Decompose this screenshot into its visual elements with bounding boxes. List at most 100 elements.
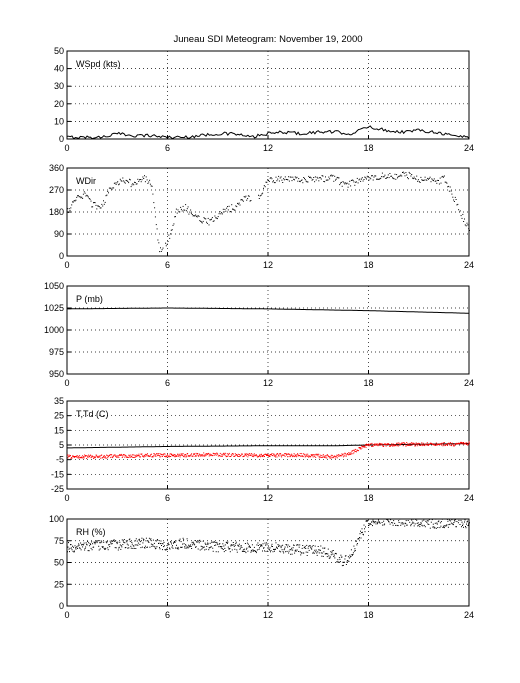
series-point <box>159 456 161 458</box>
series-point <box>177 209 179 211</box>
series-point <box>192 544 194 546</box>
series-point <box>237 456 239 457</box>
series-point <box>224 453 226 455</box>
series-point <box>283 552 285 554</box>
series-point <box>248 546 250 548</box>
series-point <box>215 544 217 546</box>
series-point <box>263 187 264 189</box>
series-point <box>259 547 260 549</box>
series-point <box>404 525 406 527</box>
series-point <box>204 454 206 456</box>
series-point <box>307 551 309 553</box>
series-point <box>393 444 395 446</box>
series-point <box>101 203 103 205</box>
series-point <box>428 524 430 525</box>
series-point <box>420 522 422 524</box>
series-point <box>126 543 128 545</box>
series-point <box>401 523 403 525</box>
series-point <box>421 445 423 447</box>
series-point <box>343 453 345 455</box>
series-point <box>113 187 115 189</box>
y-tick-label: 0 <box>59 134 64 144</box>
series-point <box>340 554 342 556</box>
series-point <box>207 543 209 545</box>
series-point <box>251 455 253 457</box>
series-point <box>284 546 286 548</box>
series-point <box>366 178 367 180</box>
series-point <box>105 457 107 459</box>
series-point <box>344 558 346 560</box>
series-point <box>239 455 241 457</box>
x-tick-label: 18 <box>363 260 373 270</box>
series-point <box>228 453 230 455</box>
series-point <box>200 455 202 457</box>
series-point <box>431 443 433 445</box>
series-point <box>241 199 243 201</box>
series-point <box>291 180 293 182</box>
series-point <box>217 551 219 553</box>
x-tick-label: 18 <box>363 610 373 620</box>
series-point <box>173 223 175 225</box>
series-point <box>320 552 322 554</box>
series-point <box>333 556 335 557</box>
series-point <box>245 195 247 197</box>
series-point <box>370 178 372 180</box>
series-point <box>202 455 204 457</box>
series-point <box>359 533 361 535</box>
series-point <box>131 541 133 543</box>
series-point <box>421 524 423 526</box>
series-point <box>113 539 115 541</box>
series-point <box>134 544 136 546</box>
series-point <box>209 547 211 549</box>
series-point <box>411 444 413 446</box>
series-point <box>460 518 461 520</box>
y-tick-label: 180 <box>49 207 64 217</box>
series-point <box>245 455 247 457</box>
series-point <box>83 542 85 544</box>
series-point <box>366 445 368 446</box>
series-point <box>239 204 241 206</box>
series-point <box>194 540 196 541</box>
series-point <box>86 455 88 457</box>
series-point <box>115 540 117 542</box>
series-point <box>209 453 211 455</box>
series-point <box>309 545 311 547</box>
series-point <box>75 547 76 549</box>
series-point <box>276 180 278 182</box>
series-point <box>339 455 341 457</box>
series-point <box>426 179 428 181</box>
series-point <box>68 548 70 550</box>
series-point <box>442 175 444 177</box>
series-point <box>174 541 176 543</box>
series-point <box>410 175 412 177</box>
series-point <box>202 540 204 542</box>
series-point <box>122 455 124 457</box>
series-point <box>93 458 95 459</box>
series-point <box>297 453 299 455</box>
series-point <box>379 521 381 523</box>
series-point <box>206 222 208 224</box>
series-point <box>140 540 142 542</box>
series-point <box>144 181 146 183</box>
series-point <box>461 442 463 443</box>
series-point <box>98 549 100 551</box>
series-point <box>85 546 87 548</box>
series-point <box>257 542 259 544</box>
series-point <box>74 200 76 202</box>
series-point <box>262 192 264 194</box>
x-tick-label: 12 <box>263 493 273 503</box>
series-point <box>358 179 360 181</box>
series-point <box>399 443 401 445</box>
series-point <box>160 540 162 542</box>
series-point <box>319 177 321 179</box>
series-point <box>355 181 357 183</box>
series-point <box>84 548 86 549</box>
series-point <box>217 544 219 546</box>
series-point <box>276 453 277 455</box>
series-point <box>218 213 220 215</box>
series-point <box>77 195 78 197</box>
series-point <box>425 520 427 522</box>
series-point <box>125 547 127 548</box>
series-point <box>463 518 465 520</box>
series-point <box>161 453 163 455</box>
